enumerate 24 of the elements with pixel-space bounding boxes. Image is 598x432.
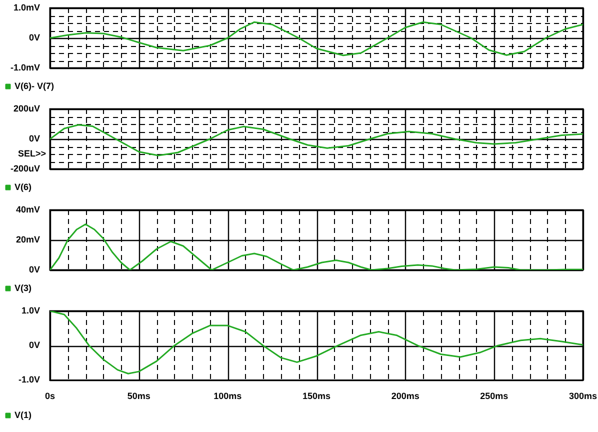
x-tick-label: 100ms — [214, 391, 242, 402]
y-tick-label: 0V — [28, 133, 40, 144]
y-tick-label: 200uV — [13, 103, 40, 114]
y-tick-label: -1.0mV — [10, 62, 40, 72]
x-tick-label: 150ms — [302, 391, 331, 402]
y-tick-label: 0V — [28, 32, 40, 42]
legend-label: V(6) — [14, 182, 32, 192]
text: SEL>> — [18, 148, 46, 158]
y-tick-label: 20mV — [16, 234, 40, 244]
x-tick-label: 0s — [44, 391, 56, 402]
y-tick-label: -1.0V — [18, 374, 40, 385]
y-tick-label: 40mV — [16, 204, 40, 214]
y-tick-label: 0V — [28, 340, 40, 350]
legend-label: V(1) — [14, 410, 32, 420]
y-tick-label: -200uV — [10, 163, 40, 174]
y-tick-label: 1.0mV — [13, 2, 40, 12]
x-tick-label: 200ms — [391, 391, 420, 402]
legend-label: V(3) — [14, 282, 32, 293]
x-tick-label: 250ms — [480, 391, 508, 402]
x-tick-label: 300ms — [568, 391, 598, 402]
x-tick-label: 50ms — [127, 391, 150, 402]
y-tick-label: 0V — [28, 264, 40, 274]
legend-label: V(6)- V(7) — [14, 80, 54, 91]
y-tick-label: 1.0V — [21, 305, 40, 316]
